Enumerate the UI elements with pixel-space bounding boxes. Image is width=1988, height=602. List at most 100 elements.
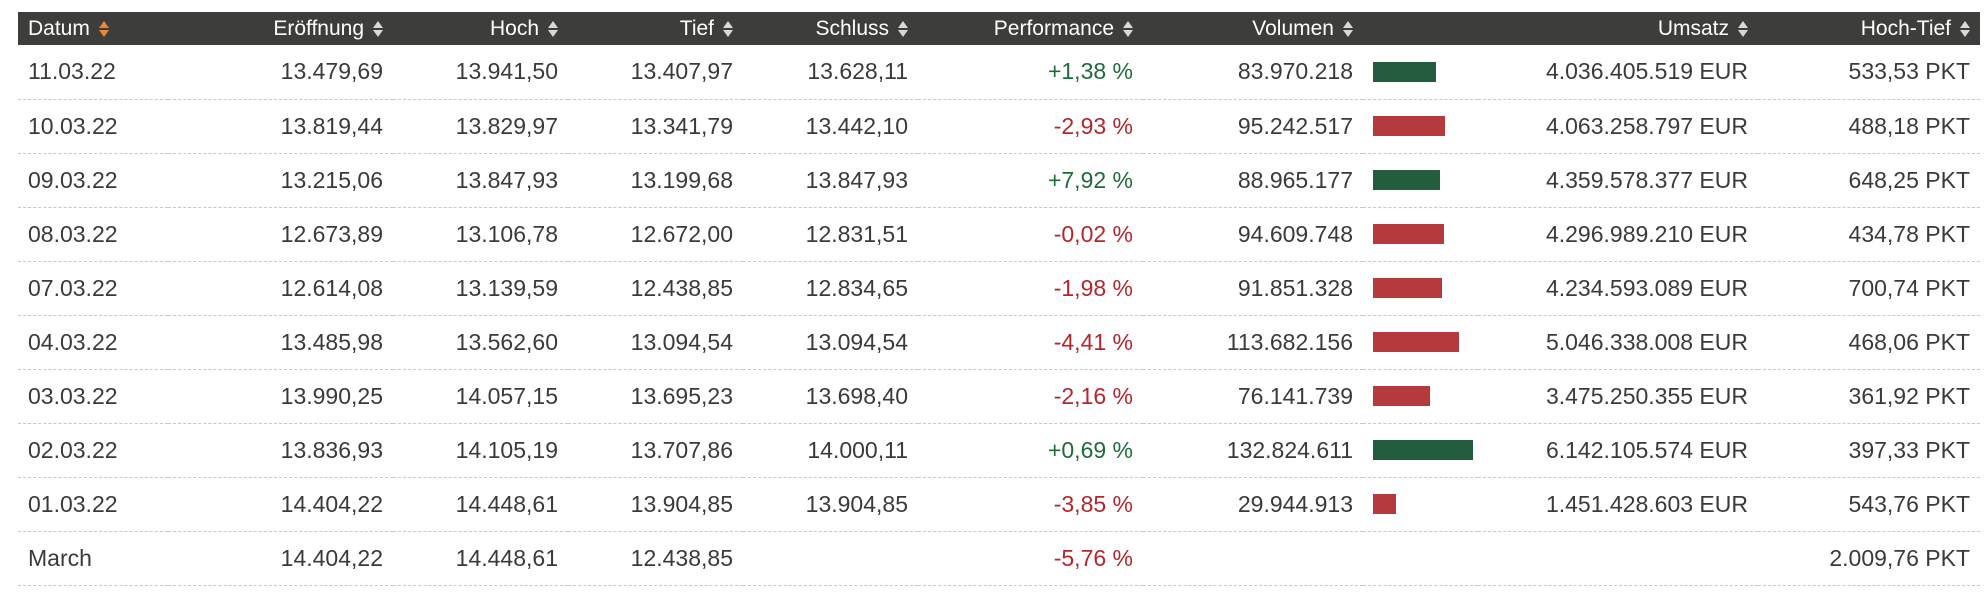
- cell-schluss: 13.094,54: [805, 328, 908, 355]
- cell-hoch-tief: 397,33 PKT: [1848, 436, 1970, 463]
- cell-hoch-tief: 2.009,76 PKT: [1829, 544, 1970, 571]
- cell-eroeffnung: 14.404,22: [280, 490, 383, 517]
- cell-hoch: 14.448,61: [455, 490, 558, 517]
- cell-eroeffnung: 13.990,25: [280, 382, 383, 409]
- sort-icon: [1343, 20, 1353, 38]
- column-header-eroeffnung[interactable]: Eröffnung: [168, 12, 393, 45]
- column-header-hoch[interactable]: Hoch: [393, 12, 568, 45]
- cell-schluss: 14.000,11: [807, 436, 908, 463]
- column-header-hoch-tief[interactable]: Hoch-Tief: [1758, 12, 1980, 45]
- cell-datum: 08.03.22: [28, 220, 118, 247]
- cell-volume-bar: [1363, 207, 1478, 261]
- table-row: 02.03.22 13.836,93 14.105,19 13.707,86 14.00…: [18, 423, 1980, 477]
- table-row: 04.03.22 13.485,98 13.562,60 13.094,54 13.09…: [18, 315, 1980, 369]
- table-row: 10.03.22 13.819,44 13.829,97 13.341,79 13.44…: [18, 99, 1980, 153]
- cell-datum: 01.03.22: [28, 490, 118, 517]
- cell-volumen: 29.944.913: [1237, 490, 1353, 517]
- cell-datum: 11.03.22: [28, 58, 116, 85]
- cell-volume-bar: [1363, 531, 1478, 585]
- cell-datum: 07.03.22: [28, 274, 118, 301]
- cell-tief: 13.695,23: [630, 382, 733, 409]
- column-header-performance[interactable]: Performance: [918, 12, 1143, 45]
- cell-umsatz: 4.036.405.519 EUR: [1545, 58, 1748, 85]
- column-header-label: Volumen: [1252, 16, 1334, 40]
- cell-datum: 03.03.22: [28, 382, 118, 409]
- cell-performance: -2,93 %: [1053, 112, 1133, 139]
- cell-tief: 12.438,85: [630, 274, 733, 301]
- sort-icon: [548, 20, 558, 38]
- column-header-label: Umsatz: [1657, 16, 1729, 40]
- cell-volumen: 132.824.611: [1226, 436, 1353, 463]
- cell-umsatz: 1.451.428.603 EUR: [1545, 490, 1748, 517]
- cell-volumen: [1143, 531, 1363, 585]
- volume-bar: [1373, 61, 1436, 82]
- sort-icon: [898, 20, 908, 38]
- volume-bar: [1373, 440, 1473, 460]
- cell-performance: +1,38 %: [1047, 58, 1133, 85]
- cell-performance: -5,76 %: [1053, 544, 1133, 571]
- sort-icon: [1738, 20, 1748, 38]
- cell-hoch-tief: 543,76 PKT: [1848, 490, 1970, 517]
- table-row: 03.03.22 13.990,25 14.057,15 13.695,23 13.69…: [18, 369, 1980, 423]
- cell-tief: 13.094,54: [630, 328, 733, 355]
- column-header-label: Schluss: [815, 16, 889, 40]
- cell-schluss: [743, 531, 918, 585]
- cell-umsatz: 4.234.593.089 EUR: [1545, 274, 1748, 301]
- column-header-schluss[interactable]: Schluss: [743, 12, 918, 45]
- cell-schluss: 12.834,65: [805, 274, 908, 301]
- cell-eroeffnung: 13.819,44: [280, 112, 383, 139]
- cell-tief: 12.438,85: [630, 544, 733, 571]
- summary-row: March 14.404,22 14.448,61 12.438,85 -5,76 % 2…: [18, 531, 1980, 585]
- cell-eroeffnung: 13.485,98: [280, 328, 383, 355]
- column-header-datum[interactable]: Datum: [18, 12, 168, 45]
- cell-volumen: 91.851.328: [1237, 274, 1353, 301]
- cell-hoch-tief: 468,06 PKT: [1848, 328, 1970, 355]
- cell-volume-bar: [1363, 261, 1478, 315]
- cell-schluss: 13.628,11: [807, 58, 908, 85]
- table-row: 01.03.22 14.404,22 14.448,61 13.904,85 13.90…: [18, 477, 1980, 531]
- cell-tief: 12.672,00: [630, 220, 733, 247]
- volume-bar: [1373, 116, 1445, 136]
- column-header-label: Tief: [679, 16, 714, 40]
- column-header-label: Hoch-Tief: [1860, 16, 1951, 40]
- cell-tief: 13.904,85: [630, 490, 733, 517]
- cell-performance: +7,92 %: [1047, 166, 1133, 193]
- column-header-label: Eröffnung: [273, 16, 364, 40]
- volume-bar: [1373, 386, 1430, 406]
- cell-umsatz: [1478, 531, 1758, 585]
- cell-eroeffnung: 13.479,69: [280, 58, 383, 85]
- history-table-container: Datum Eröffnung Hoch Tief Schluss Perfor…: [18, 12, 1980, 586]
- volume-bar: [1373, 170, 1440, 190]
- cell-hoch: 13.562,60: [455, 328, 558, 355]
- volume-bar: [1373, 278, 1442, 298]
- cell-volumen: 95.242.517: [1237, 112, 1353, 139]
- cell-hoch-tief: 434,78 PKT: [1848, 220, 1970, 247]
- column-header-label: Performance: [993, 16, 1114, 40]
- table-row: 09.03.22 13.215,06 13.847,93 13.199,68 13.84…: [18, 153, 1980, 207]
- sort-icon: [1123, 20, 1133, 38]
- cell-volume-bar: [1363, 315, 1478, 369]
- column-header-volume-bar: [1363, 12, 1478, 45]
- volume-bar: [1373, 224, 1444, 244]
- cell-umsatz: 3.475.250.355 EUR: [1545, 382, 1748, 409]
- cell-hoch: 14.448,61: [455, 544, 558, 571]
- cell-hoch: 13.847,93: [455, 166, 558, 193]
- cell-volumen: 94.609.748: [1237, 220, 1353, 247]
- column-header-volumen[interactable]: Volumen: [1143, 12, 1363, 45]
- cell-schluss: 13.442,10: [805, 112, 908, 139]
- column-header-tief[interactable]: Tief: [568, 12, 743, 45]
- cell-umsatz: 4.296.989.210 EUR: [1545, 220, 1748, 247]
- sort-active-icon: [98, 20, 109, 38]
- cell-performance: -1,98 %: [1053, 274, 1133, 301]
- cell-umsatz: 4.359.578.377 EUR: [1545, 166, 1748, 193]
- cell-eroeffnung: 13.215,06: [280, 166, 383, 193]
- cell-hoch-tief: 488,18 PKT: [1848, 112, 1970, 139]
- column-header-label: Hoch: [489, 16, 539, 40]
- cell-schluss: 13.904,85: [805, 490, 908, 517]
- cell-performance: -4,41 %: [1053, 328, 1133, 355]
- sort-icon: [373, 20, 383, 38]
- cell-schluss: 13.847,93: [805, 166, 908, 193]
- column-header-umsatz[interactable]: Umsatz: [1478, 12, 1758, 45]
- cell-hoch: 13.829,97: [455, 112, 558, 139]
- cell-hoch-tief: 700,74 PKT: [1848, 274, 1970, 301]
